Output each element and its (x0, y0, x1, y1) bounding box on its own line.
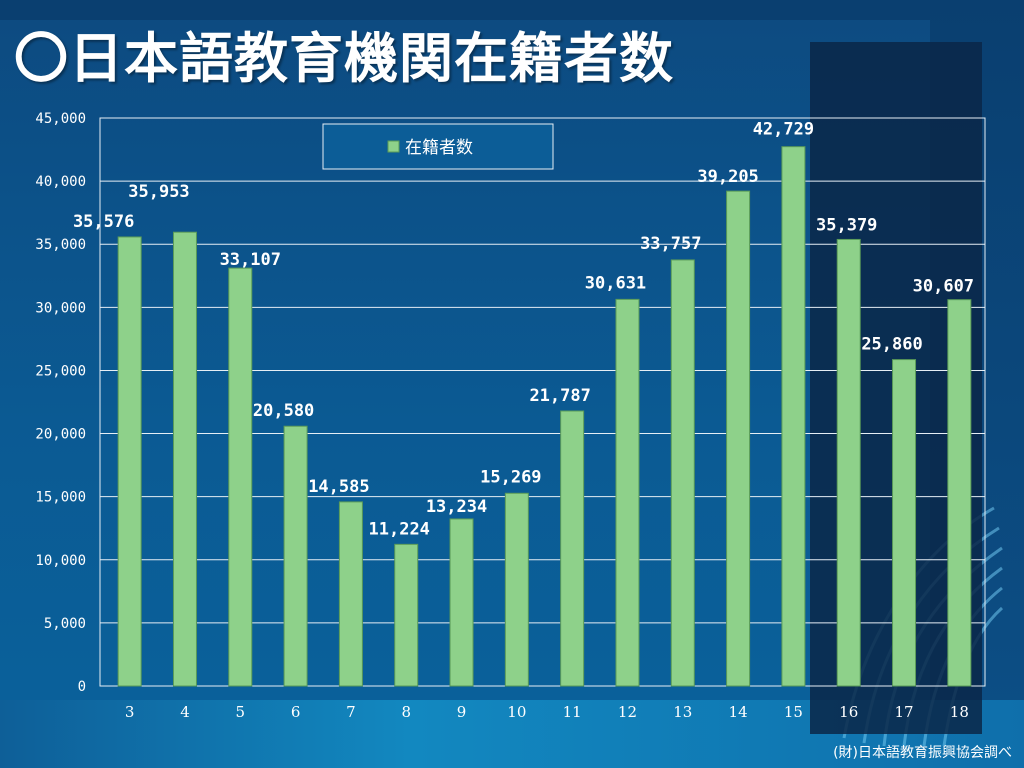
bar (394, 543, 419, 687)
bar (172, 231, 197, 687)
y-tick-label: 15,000 (35, 490, 86, 506)
x-tick-label: 16 (839, 703, 858, 721)
x-tick-label: 3 (125, 703, 135, 721)
data-label: 30,631 (585, 273, 646, 293)
legend-box (322, 123, 554, 170)
data-label: 30,607 (913, 277, 974, 297)
bar (947, 299, 972, 687)
bar (892, 359, 917, 687)
bar (228, 267, 253, 687)
bar (449, 518, 474, 687)
data-label: 33,107 (220, 250, 281, 270)
bar (726, 190, 751, 687)
y-tick-label: 40,000 (35, 174, 86, 190)
data-label: 14,585 (308, 477, 369, 497)
y-tick-label: 5,000 (44, 616, 86, 632)
source-note: (財)日本語教育振興協会調べ (833, 745, 1012, 761)
data-label: 21,787 (529, 386, 590, 406)
x-tick-label: 12 (618, 703, 637, 721)
x-tick-label: 15 (784, 703, 803, 721)
data-label: 33,757 (640, 234, 701, 254)
bar (283, 425, 308, 687)
bar (338, 501, 363, 687)
data-label: 35,379 (816, 215, 877, 235)
y-tick-label: 10,000 (35, 553, 86, 569)
x-tick-label: 6 (291, 703, 301, 721)
data-label: 15,269 (480, 467, 541, 487)
data-label: 35,953 (128, 182, 189, 202)
x-tick-label: 11 (563, 703, 582, 721)
bar (781, 146, 806, 687)
x-tick-label: 7 (346, 703, 356, 721)
data-label: 20,580 (253, 401, 314, 421)
x-tick-label: 17 (894, 703, 913, 721)
bar (560, 410, 585, 687)
legend-label: 在籍者数 (405, 138, 473, 158)
data-label: 35,576 (73, 212, 134, 232)
data-label: 13,234 (426, 497, 487, 517)
y-tick-label: 25,000 (35, 363, 86, 379)
bar (117, 236, 142, 687)
data-label: 11,224 (369, 519, 430, 539)
x-tick-label: 8 (401, 703, 411, 721)
data-label: 25,860 (861, 335, 922, 355)
top-band (0, 0, 1024, 20)
y-tick-label: 0 (78, 679, 86, 695)
x-tick-label: 5 (236, 703, 246, 721)
x-tick-label: 9 (457, 703, 467, 721)
x-tick-label: 13 (673, 703, 692, 721)
bar (670, 259, 695, 687)
y-tick-label: 45,000 (35, 111, 86, 127)
y-tick-label: 30,000 (35, 300, 86, 316)
x-tick-label: 14 (729, 703, 748, 721)
x-tick-label: 18 (950, 703, 969, 721)
legend-swatch (387, 140, 400, 153)
x-tick-label: 4 (180, 703, 190, 721)
data-label: 39,205 (697, 167, 758, 187)
data-label: 42,729 (753, 120, 814, 140)
y-tick-label: 20,000 (35, 427, 86, 443)
bar (615, 298, 640, 687)
page-title: 〇日本語教育機関在籍者数 (14, 27, 674, 90)
bar (836, 238, 861, 687)
bar (504, 492, 529, 687)
x-tick-label: 10 (507, 703, 526, 721)
y-tick-label: 35,000 (35, 237, 86, 253)
